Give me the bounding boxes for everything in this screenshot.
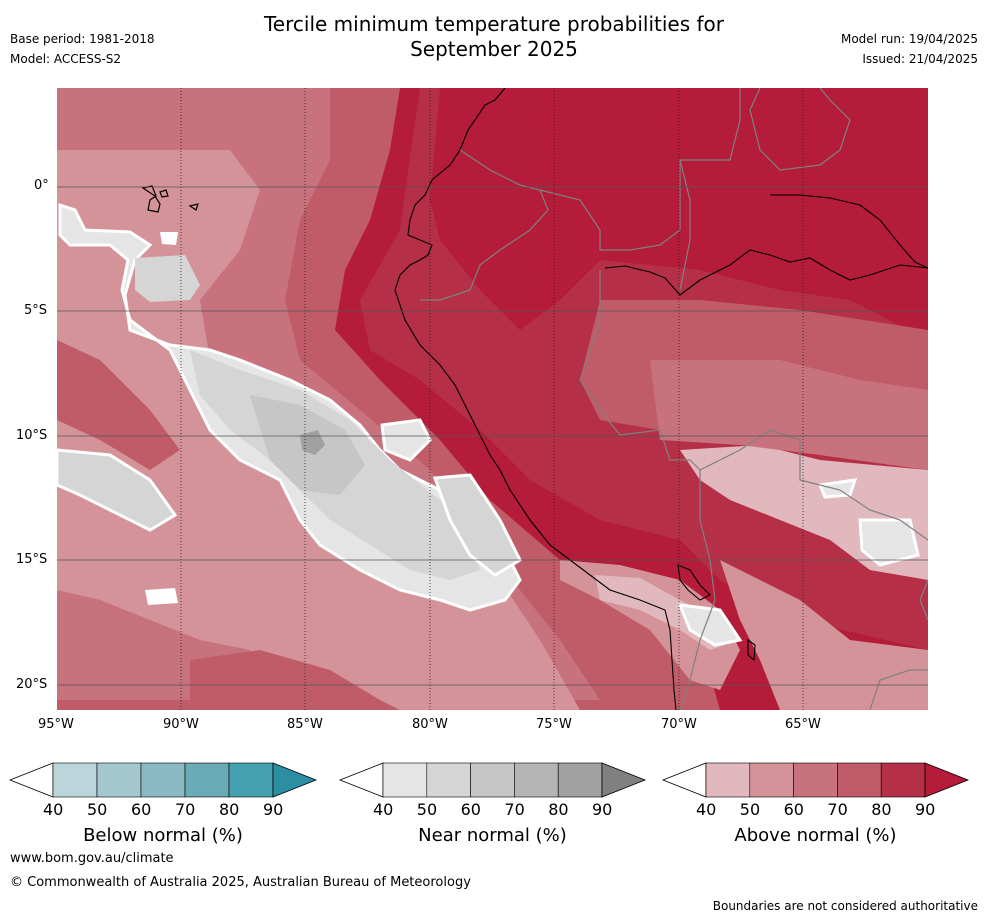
colorbar-above-tick: 60 [783, 800, 804, 819]
colorbar-above-right-extend [924, 762, 970, 798]
border-colombia-venezuela-brazil [539, 88, 741, 251]
border-peru-brazil-bolivia [579, 270, 716, 710]
colorbar-near-cell [557, 762, 603, 798]
near-normal-coast-patch [380, 418, 432, 462]
near-normal-west-patch [57, 448, 178, 532]
colorbar-below-cell [228, 762, 274, 798]
near-normal-50-a [135, 255, 200, 302]
galapagos-coast-c [188, 203, 199, 211]
colorbar-below-title: Below normal (%) [83, 825, 243, 846]
colorbar-near-left-extend [338, 762, 384, 798]
field-above-60-interior [650, 360, 928, 470]
colorbar-below-tick: 40 [43, 800, 64, 819]
model-text: Model: ACCESS-S2 [10, 52, 122, 66]
x-tick-75w: 75°W [536, 717, 572, 732]
meta-left: Base period: 1981-2018 Model: ACCESS-S2 [10, 29, 155, 69]
colorbar-below-tick: 80 [219, 800, 240, 819]
border-bolivia-brazil [699, 429, 928, 541]
field-above-50-southeast [720, 560, 928, 710]
colorbar-below-tick: 90 [263, 800, 284, 819]
meta-right: Model run: 19/04/2025 Issued: 21/04/2025 [841, 29, 978, 69]
colorbar-above-cell [837, 762, 882, 798]
near-normal-titicaca-patch [677, 603, 743, 647]
disclaimer-text: Boundaries are not considered authoritat… [712, 899, 978, 913]
colorbar-above-tick: 90 [915, 800, 936, 819]
border-paraguay [919, 579, 928, 621]
colorbar-above-tick: 40 [696, 800, 717, 819]
colorbar-below-tick: 60 [131, 800, 152, 819]
colorbar-near-right-extend [601, 762, 647, 798]
colorbars [8, 762, 970, 798]
border-venezuela-guyana [749, 88, 851, 171]
galapagos-coast-b [159, 189, 169, 198]
y-tick-10s: 10°S [16, 428, 48, 443]
colorbar-below-left-extend [8, 762, 54, 798]
y-tick-0: 0° [34, 178, 49, 193]
x-tick-90w: 90°W [163, 717, 199, 732]
colorbar-below-tick: 50 [87, 800, 108, 819]
border-argentina [869, 669, 928, 710]
colorbar-near-cell [514, 762, 559, 798]
map-title-line2: September 2025 [410, 37, 578, 61]
colorbar-near-tick: 60 [460, 800, 481, 819]
base-period-text: Base period: 1981-2018 [10, 32, 155, 46]
near-normal-east-small [817, 478, 858, 499]
colorbar-below-cell [140, 762, 186, 798]
colorbar-above-tick: 50 [739, 800, 761, 819]
border-ecuador-colombia-peru [420, 149, 549, 301]
field-above-80-ocean [57, 88, 928, 650]
colorbar-near-cell [382, 762, 428, 798]
map-title: Tercile minimum temperature probabilitie… [0, 12, 988, 62]
copyright-text: © Commonwealth of Australia 2025, Austra… [10, 875, 471, 890]
south-america-coastline [394, 88, 677, 710]
model-run-text: Model run: 19/04/2025 [840, 32, 978, 46]
lake-titicaca [677, 564, 711, 601]
latitude-lines [57, 186, 928, 686]
colorbar-near-tick: 40 [373, 800, 394, 819]
y-tick-20s: 20°S [16, 677, 48, 692]
y-tick-5s: 5°S [24, 303, 48, 318]
colorbar-near-tick: 90 [592, 800, 613, 819]
amazon-river [604, 249, 928, 296]
near-normal-small-a [145, 588, 178, 605]
field-above-70-south [190, 650, 400, 710]
colorbar-above-left-extend [661, 762, 707, 798]
galapagos-coast [141, 185, 161, 213]
colorbar-near-tick: 80 [548, 800, 569, 819]
x-tick-95w: 95°W [38, 717, 74, 732]
colorbar-near-title: Near normal (%) [418, 825, 567, 846]
y-tick-15s: 15°S [16, 552, 48, 567]
map-title-line1: Tercile minimum temperature probabilitie… [263, 12, 725, 36]
colorbar-above-cell [793, 762, 838, 798]
colorbar-below-cell [52, 762, 98, 798]
colorbar-near-cell [470, 762, 515, 798]
colorbar-near-tick: 50 [416, 800, 438, 819]
colorbar-near-cell [426, 762, 471, 798]
border-colombia-brazil [679, 159, 691, 291]
colorbar-above-cell [880, 762, 926, 798]
x-tick-80w: 80°W [412, 717, 448, 732]
x-tick-85w: 85°W [287, 717, 323, 732]
colorbar-near-tick: 70 [504, 800, 525, 819]
colorbar-above-tick: 80 [871, 800, 892, 819]
website-text: www.bom.gov.au/climate [10, 851, 174, 866]
colorbar-above-cell [749, 762, 794, 798]
colorbar-below-cell [96, 762, 142, 798]
colorbar-below-tick: 70 [175, 800, 196, 819]
colorbar-above-tick: 70 [827, 800, 848, 819]
map-field [57, 88, 928, 710]
lake-poopo [747, 638, 756, 662]
colorbar-below-cell [184, 762, 230, 798]
colorbar-above-title: Above normal (%) [734, 825, 897, 846]
colorbar-above-cell [705, 762, 751, 798]
near-normal-small-b [160, 232, 178, 245]
near-normal-peru-patch [432, 473, 522, 577]
colorbar-below-right-extend [272, 762, 318, 798]
x-tick-70w: 70°W [661, 717, 697, 732]
x-tick-65w: 65°W [785, 717, 821, 732]
field-above-70-west [57, 340, 180, 470]
river-north [770, 194, 928, 269]
issued-text: Issued: 21/04/2025 [862, 52, 978, 66]
